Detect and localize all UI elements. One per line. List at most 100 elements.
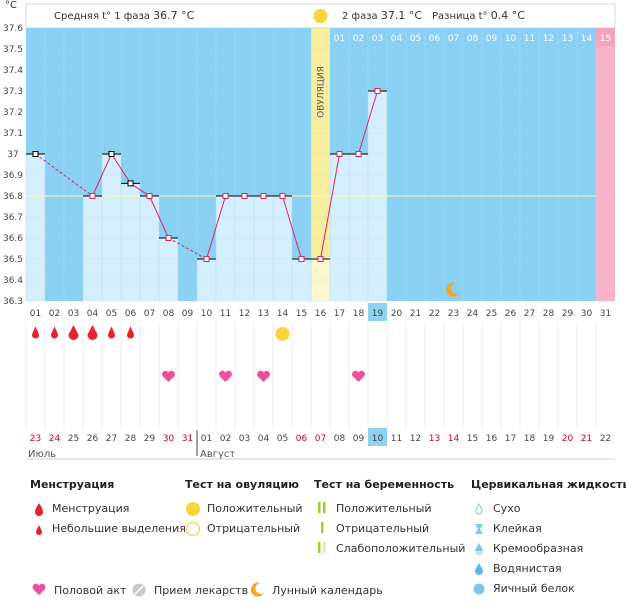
temp-line-segment: [282, 195, 302, 260]
y-tick-label: 36.5: [3, 255, 23, 265]
cycle-day-label: 11: [220, 309, 231, 319]
blood-drop-icon: [30, 499, 52, 519]
calendar-date-label: 31: [182, 434, 193, 444]
cycle-day-label: 22: [429, 309, 440, 319]
post-ovulation-day: 04: [391, 34, 403, 44]
legend-cervical-watery: Водянистая: [471, 559, 626, 579]
y-tick-label: 37: [7, 150, 18, 160]
legend-pregnancy-negative: Отрицательный: [314, 519, 465, 539]
cycle-day-label: 29: [562, 309, 574, 319]
post-ovulation-day: 07: [448, 34, 459, 44]
legend-cervical-creamy: Кремообразная: [471, 539, 626, 559]
one-line-icon: [314, 519, 336, 539]
calendar-date-label: 22: [600, 434, 611, 444]
calendar-date-label: 03: [239, 434, 250, 444]
phase1-value: 36.7 °C: [153, 9, 195, 22]
sticky-drop-icon: [471, 519, 493, 539]
heart-icon: [352, 370, 365, 382]
temp-bar: [102, 154, 121, 301]
post-ov-cell-highlight: [596, 28, 615, 46]
temp-line-segment: [35, 153, 93, 197]
post-ovulation-day: 11: [524, 34, 535, 44]
temp-bar: [216, 196, 235, 301]
cycle-day-label: 28: [543, 309, 555, 319]
calendar-date-label: 24: [49, 434, 61, 444]
cycle-day-label: 08: [163, 309, 175, 319]
temperature-difference: Разница t° 0.4 °C: [432, 9, 525, 22]
legend-pregnancy-positive: Положительный: [314, 499, 465, 519]
calendar-date-label: 26: [87, 434, 99, 444]
temp-bar: [159, 238, 178, 301]
temp-point: [298, 256, 305, 262]
legend-menstruation: Менструация Менструация Небольшие выделе…: [30, 478, 186, 539]
calendar-date-label: 10: [372, 434, 384, 444]
temp-point: [374, 88, 381, 94]
post-ovulation-day: 01: [334, 34, 345, 44]
heart-icon: [219, 370, 232, 382]
y-tick-label: 37.3: [3, 87, 23, 97]
temp-point: [146, 193, 153, 199]
temp-point: [89, 193, 96, 199]
temp-bar: [311, 259, 330, 301]
y-tick-label: 37.1: [3, 129, 23, 139]
cycle-day-label: 01: [30, 309, 41, 319]
temp-point: [165, 235, 172, 241]
cycle-day-label: 15: [296, 309, 307, 319]
heart-icon: [162, 370, 175, 382]
calendar-date-label: 30: [163, 434, 175, 444]
legend-menstruation-title: Менструация: [30, 478, 115, 491]
y-tick-label: 36.8: [3, 192, 23, 202]
legend-medication: Прием лекарств: [130, 580, 248, 600]
temperature-unit: °C: [5, 0, 17, 11]
post-ovulation-day: 13: [562, 34, 573, 44]
calendar-date-label: 04: [258, 434, 270, 444]
legend-ovulation-negative: Отрицательный: [185, 519, 303, 539]
phase2-average: 2 фаза 37.1 °C: [342, 9, 422, 22]
temp-bar: [273, 196, 292, 301]
legend-pregnancy-test: Тест на беременность Положительный Отриц…: [314, 478, 465, 559]
calendar-date-label: 17: [505, 434, 516, 444]
menstruation-drop-icon: [68, 325, 79, 340]
cycle-day-label: 19: [372, 309, 384, 319]
cycle-day-label: 31: [600, 309, 611, 319]
temp-point: [203, 256, 210, 262]
y-tick-label: 37.2: [3, 108, 23, 118]
calendar-date-label: 16: [486, 434, 498, 444]
temp-bar: [254, 196, 273, 301]
legend-intercourse: Половой акт: [30, 580, 126, 600]
y-tick-label: 37.4: [3, 66, 23, 76]
temp-line-segment: [111, 153, 131, 184]
legend-pregnancy-weak: Слабоположительный: [314, 539, 465, 559]
cycle-day-label: 18: [353, 309, 365, 319]
legend-cervical-fluid: Цервикальная жидкость Сухо Клейкая Кремо…: [471, 478, 626, 599]
temp-point: [127, 180, 134, 187]
legend-ovulation-test-title: Тест на овуляцию: [185, 478, 299, 491]
month-label-august: Август: [200, 449, 235, 460]
calendar-date-label: 14: [448, 434, 460, 444]
month-label-july: Июль: [28, 449, 56, 460]
legend-cervical-eggwhite: Яичный белок: [471, 579, 626, 599]
legend-cervical-dry: Сухо: [471, 499, 626, 519]
y-tick-label: 36.7: [3, 213, 23, 223]
cycle-day-label: 23: [448, 309, 459, 319]
legend-ovulation-positive: Положительный: [185, 499, 303, 519]
pink-band: [596, 28, 615, 301]
post-ovulation-day: 15: [600, 34, 611, 44]
temp-point: [260, 193, 267, 199]
y-tick-label: 37.6: [3, 24, 23, 34]
calendar-date-label: 09: [353, 434, 365, 444]
cycle-day-label: 09: [182, 309, 194, 319]
calendar-date-label: 11: [391, 434, 402, 444]
post-ovulation-day: 14: [581, 34, 593, 44]
ovulation-test-positive-icon: [275, 327, 290, 341]
diff-label: Разница t°: [432, 11, 488, 22]
spotting-drop-icon: [51, 326, 58, 339]
calendar-date-label: 01: [201, 434, 212, 444]
calendar-date-label: 12: [410, 434, 421, 444]
temp-point: [32, 151, 39, 157]
calendar-date-label: 18: [524, 434, 536, 444]
temp-point: [222, 193, 229, 199]
calendar-date-label: 06: [296, 434, 308, 444]
pill-icon: [130, 580, 154, 600]
sun-positive-icon: [185, 499, 207, 519]
